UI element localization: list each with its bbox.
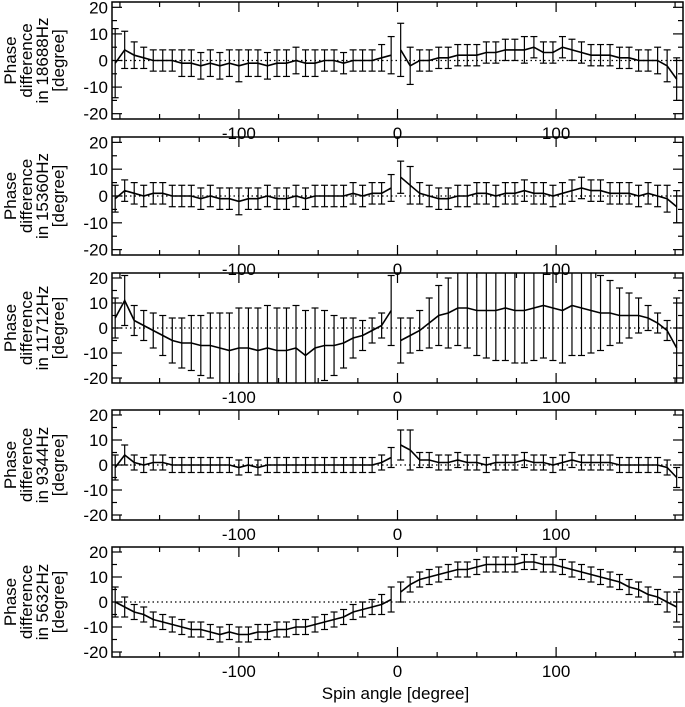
series-line-positive-angles [400, 46, 678, 80]
x-tick-label: -100 [222, 662, 256, 681]
y-axis-label-line: Phase [1, 304, 20, 352]
y-tick-label: -20 [83, 506, 108, 525]
y-axis-label-line: [degree] [49, 297, 68, 359]
series-line-negative-angles [114, 187, 392, 203]
y-axis-label-line: Phase [1, 441, 20, 489]
y-axis-label: Phasedifferencein 18688Hz[degree] [1, 17, 68, 103]
x-tick-label: -100 [222, 260, 256, 279]
error-bar [112, 297, 119, 339]
y-tick-label: 10 [89, 294, 108, 313]
y-axis-label-line: [degree] [49, 434, 68, 496]
y-axis-label: Phasedifferencein 9344Hz[degree] [1, 427, 68, 504]
y-tick-label: -10 [83, 214, 108, 233]
x-tick-label: 100 [542, 124, 570, 143]
y-tick-label: 10 [89, 160, 108, 179]
error-bar [112, 184, 119, 213]
series-line-positive-angles [400, 444, 678, 479]
y-axis-label-line: in 18688Hz [33, 17, 52, 103]
y-axis-label-line: in 11712Hz [33, 286, 52, 371]
x-tick-label: 100 [542, 525, 570, 544]
y-tick-label: -20 [83, 241, 108, 260]
y-axis-label-line: Phase [1, 578, 20, 626]
y-tick-label: -10 [83, 481, 108, 500]
y-axis-label: Phasedifferencein 11712Hz[degree] [1, 286, 68, 371]
y-axis-label-line: difference [17, 23, 36, 97]
error-bars [112, 160, 681, 224]
y-axis-label-line: [degree] [49, 571, 68, 633]
y-axis-label: Phasedifferencein 5632Hz[degree] [1, 564, 68, 641]
y-axis-label-line: difference [17, 159, 36, 233]
y-tick-label: 0 [99, 52, 108, 71]
x-tick-label: -100 [222, 525, 256, 544]
y-axis-label-line: difference [17, 565, 36, 639]
y-tick-label: -10 [83, 78, 108, 97]
y-axis-label-line: [degree] [49, 29, 68, 91]
y-tick-label: 20 [89, 0, 108, 17]
y-tick-label: -20 [83, 643, 108, 662]
y-axis-label-line: Phase [1, 172, 20, 220]
error-bars [112, 22, 681, 101]
y-tick-label: -10 [83, 618, 108, 637]
series-line-negative-angles [114, 48, 392, 67]
y-axis-label-line: [degree] [49, 165, 68, 227]
y-tick-label: 0 [99, 187, 108, 206]
y-tick-label: 20 [89, 406, 108, 425]
x-tick-label: 0 [393, 260, 402, 279]
y-axis-label-line: Phase [1, 36, 20, 84]
y-tick-label: -20 [83, 105, 108, 124]
y-tick-label: 0 [99, 593, 108, 612]
x-tick-label: 0 [393, 525, 402, 544]
x-axis-label: Spin angle [degree] [322, 684, 469, 703]
y-axis-label-line: difference [17, 291, 36, 365]
series-line-negative-angles [114, 453, 392, 469]
x-tick-label: 0 [393, 124, 402, 143]
y-axis-label-line: difference [17, 428, 36, 502]
y-tick-label: 0 [99, 319, 108, 338]
y-axis-label-line: in 15360Hz [33, 153, 52, 239]
series-line-negative-angles [114, 298, 392, 357]
x-tick-label: 100 [542, 388, 570, 407]
x-tick-label: 0 [393, 388, 402, 407]
y-tick-label: 10 [89, 431, 108, 450]
y-tick-label: 20 [89, 543, 108, 562]
x-tick-label: 0 [393, 662, 402, 681]
y-tick-label: 10 [89, 568, 108, 587]
y-tick-label: 0 [99, 456, 108, 475]
y-tick-label: 20 [89, 133, 108, 152]
y-axis-label: Phasedifferencein 15360Hz[degree] [1, 153, 68, 239]
series-line-positive-angles [400, 176, 678, 208]
y-axis-label-line: in 9344Hz [33, 427, 52, 504]
x-tick-label: -100 [222, 388, 256, 407]
error-bar [397, 581, 405, 603]
error-bar [397, 160, 405, 194]
x-tick-label: 100 [542, 260, 570, 279]
y-tick-label: -10 [83, 344, 108, 363]
y-tick-label: 20 [89, 269, 108, 288]
error-bar [112, 454, 119, 481]
series-line-negative-angles [114, 598, 392, 636]
series-line-positive-angles [400, 561, 678, 608]
error-bars [112, 429, 681, 489]
y-tick-label: -20 [83, 369, 108, 388]
error-bar [397, 317, 405, 364]
x-tick-label: -100 [222, 124, 256, 143]
series-line-positive-angles [400, 304, 678, 349]
x-tick-label: 100 [542, 662, 570, 681]
y-tick-label: 10 [89, 25, 108, 44]
error-bar [397, 22, 405, 78]
error-bar [397, 429, 405, 461]
y-axis-label-line: in 5632Hz [33, 564, 52, 641]
